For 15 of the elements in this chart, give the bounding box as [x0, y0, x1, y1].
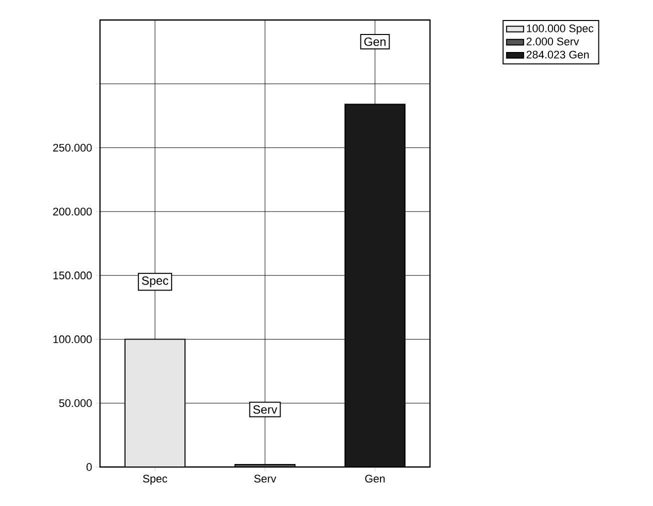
legend-label: 100.000 Spec	[526, 24, 594, 34]
legend-label: 2.000 Serv	[526, 38, 580, 46]
annotation: Gen	[364, 37, 386, 46]
y-tick-label: 200.000	[53, 208, 92, 216]
y-tick-label: 250.000	[53, 144, 92, 152]
annotation: Serv	[253, 405, 278, 414]
y-tick-label: 150.000	[53, 272, 92, 280]
y-tick-label: 100.000	[53, 335, 92, 344]
x-tick-label: Serv	[254, 474, 276, 483]
legend-label: 284.023 Gen	[526, 50, 589, 59]
y-tick-label: 50.000	[59, 399, 92, 408]
annotation: Spec	[142, 276, 168, 288]
y-tick-label: 0	[86, 463, 92, 471]
x-tick-label: Spec	[143, 474, 168, 485]
x-tick-label: Gen	[365, 474, 385, 483]
